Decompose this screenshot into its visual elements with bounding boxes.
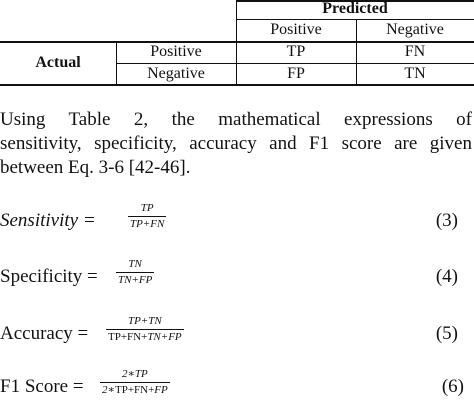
body-paragraph: Using Table 2, the mathematical expressi… <box>0 108 472 180</box>
equation-lhs: Accuracy = <box>0 323 89 344</box>
table-top-rule <box>236 0 474 2</box>
equation-specificity: Specificity = TN TN+FP (4) <box>0 256 474 300</box>
fraction-denominator: TP+FN+TN+FP <box>106 331 184 344</box>
fraction-denominator-part: FP <box>154 384 168 396</box>
equation-fraction: TP+TN TP+FN+TN+FP <box>106 315 184 344</box>
fraction-denominator: 2∗TP+FN+FP <box>100 384 170 397</box>
fraction-denominator-part: TP+FN+ <box>108 331 148 343</box>
fraction-bar <box>100 382 170 383</box>
cell-tn: TN <box>404 65 426 82</box>
equation-sensitivity: Sensitivity = TP TP+FN (3) <box>0 200 474 244</box>
table-header-rule <box>236 19 474 20</box>
equation-lhs: Sensitivity = <box>0 210 96 231</box>
actual-label: Actual <box>35 54 81 71</box>
fraction-denominator-part: 2∗ <box>102 384 115 396</box>
row-label-negative: Negative <box>147 65 205 82</box>
table-row-rule <box>116 63 474 64</box>
fraction-numerator: 2∗TP <box>121 368 148 380</box>
negative-column-header: Negative <box>386 21 444 38</box>
equation-f1-score: F1 Score = 2∗TP 2∗TP+FN+FP (6) <box>0 366 474 410</box>
confusion-matrix-table: Predicted Positive Negative Actual Posit… <box>0 0 474 86</box>
fraction-denominator-text: TP+FN <box>130 218 165 230</box>
cell-fp: FP <box>287 65 305 82</box>
equation-number: (4) <box>435 266 458 287</box>
fraction-numerator: TN <box>128 258 142 270</box>
equation-number: (5) <box>435 323 458 344</box>
table-bottom-rule <box>0 84 474 86</box>
equation-number: (3) <box>435 210 458 231</box>
fraction-bar <box>128 216 167 217</box>
fraction-denominator-text: TN+FP <box>118 274 153 286</box>
paragraph-line-1: Using Table 2, the mathematical expressi… <box>0 109 472 130</box>
fraction-numerator: TP+TN <box>127 315 162 327</box>
equation-lhs: Specificity = <box>0 266 98 287</box>
predicted-header: Predicted <box>322 0 388 17</box>
table-vline-1 <box>236 0 237 86</box>
table-subheader-rule <box>0 41 474 43</box>
row-label-positive: Positive <box>150 43 202 60</box>
fraction-denominator-part: TP+FN+ <box>114 384 155 396</box>
equation-lhs: F1 Score = <box>0 376 84 397</box>
equation-accuracy: Accuracy = TP+TN TP+FN+TN+FP (5) <box>0 313 474 357</box>
table-vline-2 <box>356 19 357 86</box>
positive-column-header: Positive <box>270 21 322 38</box>
fraction-denominator: TN+FP <box>116 274 154 287</box>
equation-fraction: TP TP+FN <box>128 202 167 231</box>
equation-number: (6) <box>441 376 464 397</box>
fraction-bar <box>106 329 184 330</box>
equation-fraction: 2∗TP 2∗TP+FN+FP <box>100 368 170 397</box>
table-vline-3 <box>116 41 117 86</box>
fraction-numerator: TP <box>140 202 154 214</box>
paragraph-line-3: between Eq. 3-6 [42-46]. <box>0 157 191 178</box>
cell-fn: FN <box>404 43 426 60</box>
fraction-denominator: TP+FN <box>128 218 166 231</box>
equation-fraction: TN TN+FP <box>116 258 155 287</box>
fraction-denominator-part: TN+FP <box>147 331 182 343</box>
cell-tp: TP <box>286 43 306 60</box>
paragraph-line-2: sensitivity, specificity, accuracy and F… <box>0 133 472 154</box>
fraction-bar <box>116 272 155 273</box>
